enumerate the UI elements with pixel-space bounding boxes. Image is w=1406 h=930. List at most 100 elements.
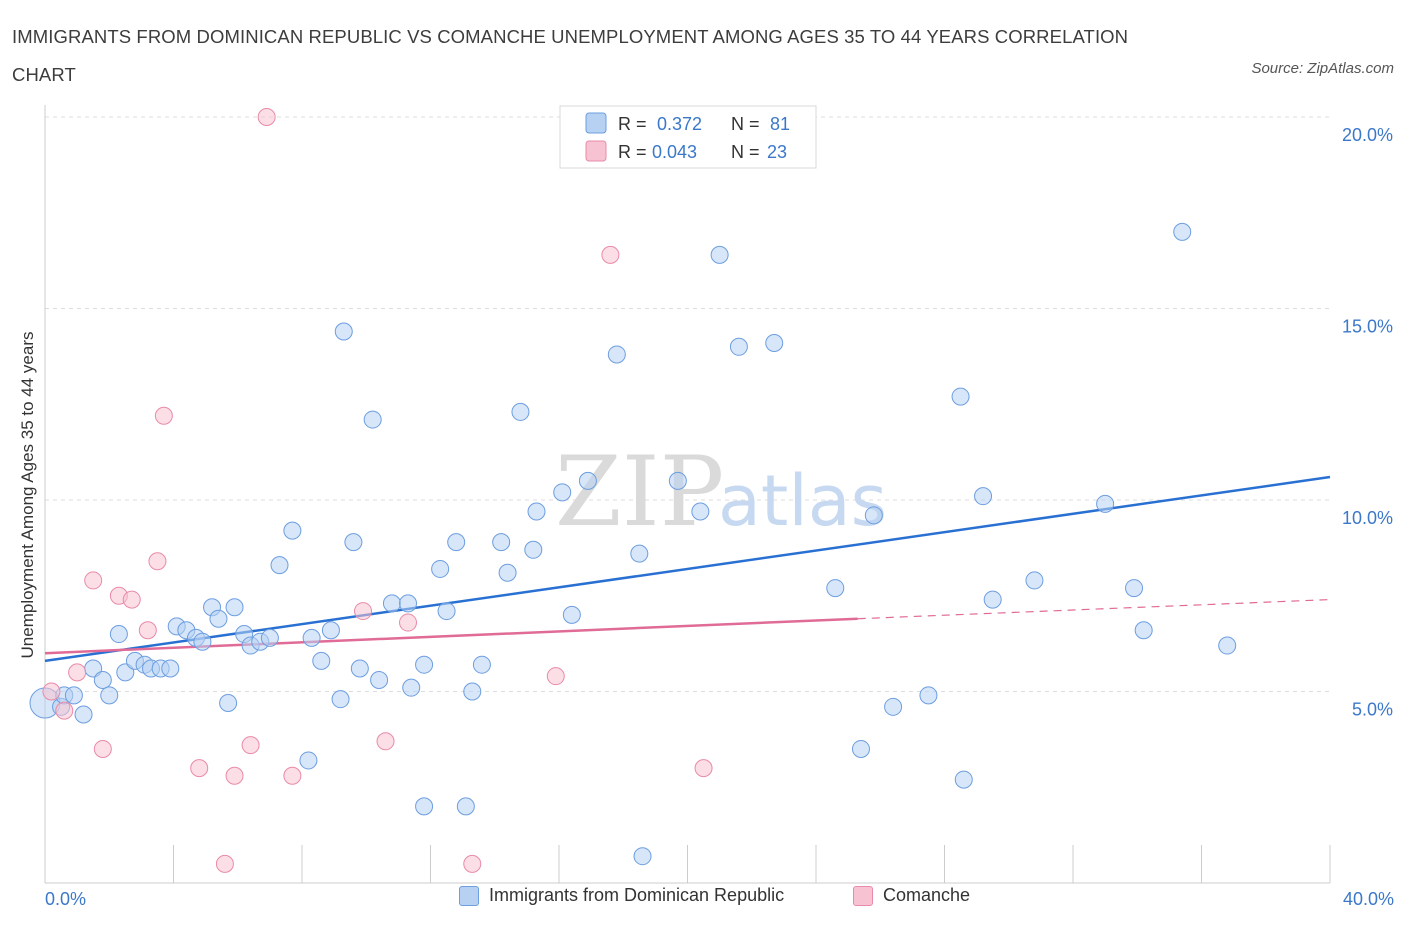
point-dominican-51 — [498, 563, 517, 582]
point-dominican-64 — [729, 337, 748, 356]
point-dominican-75 — [1025, 571, 1044, 590]
point-comanche-19 — [463, 854, 482, 873]
point-dominican-41 — [402, 678, 421, 697]
point-dominican-80 — [1218, 636, 1237, 655]
y-tick-label-2: 15.0% — [1342, 317, 1393, 337]
point-dominican-71 — [951, 387, 970, 406]
legend-r-label-2: R = — [618, 142, 647, 162]
watermark-atlas: atlas — [718, 460, 887, 542]
point-dominican-62 — [691, 502, 710, 521]
point-dominican-42 — [415, 797, 434, 816]
point-dominican-68 — [864, 506, 883, 525]
point-dominican-39 — [382, 594, 401, 613]
point-dominican-58 — [607, 345, 626, 364]
point-comanche-14 — [257, 108, 276, 126]
point-comanche-7 — [138, 621, 157, 640]
point-comanche-22 — [694, 759, 713, 778]
point-dominican-46 — [447, 533, 466, 552]
point-dominican-47 — [456, 797, 475, 816]
point-dominican-9 — [116, 663, 135, 682]
point-dominican-33 — [331, 690, 350, 709]
legend-series-2-label: Comanche — [883, 885, 971, 905]
point-dominican-21 — [219, 693, 238, 712]
point-dominican-56 — [562, 605, 581, 624]
data-points — [29, 108, 1237, 873]
y-tick-label-1: 10.0% — [1342, 508, 1393, 528]
point-dominican-55 — [553, 483, 572, 502]
watermark: ZIP atlas — [555, 436, 887, 548]
point-dominican-34 — [334, 322, 353, 341]
legend-series-1-label: Immigrants from Dominican Republic — [489, 885, 785, 905]
point-dominican-18 — [193, 632, 212, 651]
point-dominican-52 — [511, 402, 530, 421]
point-comanche-10 — [190, 759, 209, 778]
point-dominican-3 — [64, 686, 83, 705]
point-dominican-7 — [100, 686, 119, 705]
legend-swatch-blue-bottom — [459, 885, 479, 906]
point-dominican-50 — [492, 533, 511, 552]
point-dominican-66 — [826, 579, 845, 598]
point-comanche-3 — [84, 571, 103, 590]
point-comanche-16 — [354, 602, 373, 621]
point-dominican-74 — [983, 590, 1002, 609]
point-dominican-14 — [161, 659, 180, 678]
axes — [44, 105, 1331, 884]
legend-n-label-1: N = — [731, 114, 760, 134]
point-dominican-61 — [668, 471, 687, 490]
point-dominican-54 — [527, 502, 546, 521]
bottom-legend: Immigrants from Dominican Republic Coman… — [0, 885, 1406, 919]
point-dominican-77 — [1125, 579, 1144, 598]
point-dominican-38 — [370, 671, 389, 690]
legend-n-value-2: 23 — [767, 142, 787, 162]
point-comanche-0 — [42, 682, 61, 701]
point-dominican-70 — [919, 686, 938, 705]
point-dominican-30 — [302, 628, 321, 647]
point-dominican-44 — [431, 559, 450, 578]
point-dominican-36 — [350, 659, 369, 678]
bottom-legend-item-blue: Immigrants from Dominican Republic — [459, 885, 784, 906]
point-dominican-76 — [1096, 494, 1115, 513]
point-dominican-32 — [321, 621, 340, 640]
legend-r-label-1: R = — [618, 114, 647, 134]
point-dominican-45 — [437, 602, 456, 621]
legend-r-value-1: 0.372 — [657, 114, 702, 134]
x-tick-label-max: 40.0% — [1342, 889, 1394, 909]
point-dominican-40 — [399, 594, 418, 613]
point-comanche-15 — [283, 766, 302, 785]
point-dominican-27 — [270, 556, 289, 575]
point-comanche-1 — [55, 701, 74, 720]
point-dominican-6 — [93, 671, 112, 690]
trend-line-dominican — [44, 475, 1331, 663]
trend-line-comanche — [44, 617, 858, 655]
point-comanche-9 — [154, 406, 173, 425]
x-tick-label-min: 0.0% — [45, 889, 87, 909]
point-dominican-57 — [578, 471, 597, 490]
legend-swatch-pink — [585, 140, 607, 162]
point-dominican-73 — [974, 487, 993, 506]
point-dominican-49 — [472, 655, 491, 674]
point-dominican-69 — [884, 697, 903, 716]
point-comanche-12 — [225, 766, 244, 785]
point-comanche-20 — [546, 667, 565, 686]
point-dominican-67 — [851, 739, 870, 758]
point-comanche-17 — [376, 732, 395, 751]
point-comanche-8 — [148, 552, 167, 571]
legend-swatch-blue — [585, 112, 607, 134]
point-dominican-78 — [1134, 621, 1153, 640]
trend-lines — [44, 475, 1331, 663]
point-comanche-18 — [399, 613, 418, 632]
point-dominican-20 — [209, 609, 228, 628]
point-comanche-13 — [241, 736, 260, 755]
point-comanche-21 — [601, 245, 620, 264]
point-dominican-8 — [109, 625, 128, 644]
chart-title: IMMIGRANTS FROM DOMINICAN REPUBLIC VS CO… — [12, 26, 1129, 85]
point-dominican-72 — [954, 770, 973, 789]
legend-n-label-2: N = — [731, 142, 760, 162]
y-tick-labels: 5.0% 10.0% 15.0% 20.0% — [1342, 125, 1393, 720]
point-dominican-31 — [312, 651, 331, 670]
point-dominican-65 — [765, 333, 784, 352]
y-tick-label-3: 20.0% — [1342, 125, 1393, 145]
point-dominican-79 — [1173, 222, 1192, 241]
y-tick-label-0: 5.0% — [1352, 700, 1393, 720]
